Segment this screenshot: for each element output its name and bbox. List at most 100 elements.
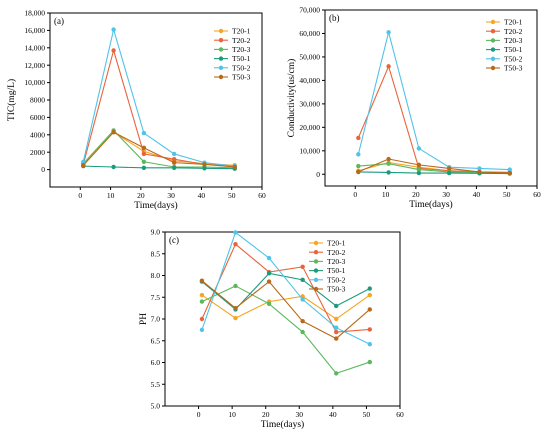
data-point (111, 48, 116, 53)
y-tick-label: 6000 (30, 113, 45, 122)
x-tick-label: 60 (396, 410, 404, 419)
data-point (233, 283, 238, 289)
data-point (233, 315, 238, 321)
legend-label: T50-3 (504, 64, 523, 73)
data-point (507, 167, 512, 172)
legend-marker (490, 29, 496, 34)
series-T50-3 (199, 278, 372, 341)
series-T20-1 (199, 292, 372, 322)
legend-label: T50-1 (232, 54, 251, 63)
series-line (357, 32, 510, 171)
series-line (358, 171, 510, 175)
series-T50-1 (199, 271, 372, 312)
y-tick-label: 14,000 (24, 43, 45, 52)
y-axis-label: Conductivity(us/cm) (286, 59, 297, 138)
data-point (416, 170, 422, 176)
data-point (300, 318, 305, 324)
series-line (82, 131, 235, 168)
y-tick-label: 8000 (30, 96, 45, 105)
data-point (356, 135, 361, 141)
data-point (356, 169, 361, 175)
series-T50-3 (81, 129, 237, 170)
series-line (82, 131, 235, 166)
x-tick-label: 60 (533, 190, 541, 199)
legend-marker (218, 28, 224, 34)
data-point (446, 166, 452, 171)
data-point (356, 163, 361, 169)
y-tick-label: 4000 (30, 130, 45, 139)
data-point (233, 230, 238, 235)
data-point (141, 145, 147, 151)
x-tick-label: 60 (258, 191, 266, 200)
data-point (334, 303, 339, 309)
panel-label: (b) (329, 13, 340, 23)
y-tick-label: 0 (41, 165, 45, 174)
data-point (111, 27, 116, 32)
data-point (202, 162, 207, 167)
x-tick-label: 10 (107, 191, 115, 200)
legend-label: T50-2 (232, 63, 251, 72)
y-tick-label: 16,000 (24, 26, 45, 35)
y-axis-label: PH (139, 313, 149, 325)
data-point (386, 30, 391, 35)
panel-label: (a) (54, 16, 64, 26)
series-line (201, 294, 371, 320)
data-point (367, 286, 372, 291)
series-line (201, 231, 371, 345)
legend-marker (313, 268, 319, 273)
y-tick-label: 6.5 (151, 336, 161, 345)
y-tick-label: 2000 (30, 148, 45, 157)
y-tick-label: 12,000 (24, 61, 45, 70)
x-tick-label: 30 (442, 190, 450, 199)
data-point (356, 152, 361, 157)
legend-label: T20-1 (232, 27, 251, 36)
series-T20-2 (199, 241, 372, 335)
y-tick-label: 6.0 (151, 358, 161, 367)
chart-panel-2: 0 10 20 30 40 50 60 0 10,000 20,000 30,000 40,000 50… (286, 6, 541, 210)
data-point (199, 278, 205, 283)
chart-panel-1: 0 10 20 30 40 50 60 0 2000 4000 6000 8000 10,000 12,0… (6, 9, 266, 211)
legend-marker (313, 277, 319, 282)
data-point (386, 64, 391, 69)
legend-marker (313, 240, 319, 246)
y-tick-label: 8.0 (151, 271, 161, 280)
legend-marker (313, 259, 319, 264)
y-tick-label: 8.5 (151, 249, 161, 258)
data-point (507, 170, 512, 176)
y-tick-label: 9.0 (151, 228, 161, 237)
series-T50-3 (356, 156, 512, 176)
series-T20-3 (199, 283, 372, 376)
legend-label: T20-3 (504, 36, 523, 45)
y-tick-label: 50,000 (299, 53, 320, 62)
y-tick-label: 70,000 (299, 6, 320, 15)
data-point (141, 159, 147, 164)
series-line (82, 129, 235, 169)
x-tick-label: 10 (382, 190, 390, 199)
data-point (446, 170, 452, 176)
data-point (367, 292, 372, 298)
x-tick-label: 30 (167, 191, 175, 200)
data-point (171, 151, 177, 157)
data-point (81, 163, 86, 168)
x-tick-label: 20 (137, 191, 145, 200)
legend-label: T50-2 (327, 275, 346, 284)
data-point (386, 161, 391, 166)
legend-marker (490, 38, 496, 43)
legend-label: T50-1 (327, 266, 346, 275)
data-point (334, 336, 339, 341)
data-point (171, 165, 177, 171)
data-point (367, 342, 372, 347)
data-point (477, 166, 482, 171)
legend-marker (313, 286, 319, 292)
y-tick-label: 7.0 (151, 315, 161, 324)
x-tick-label: 20 (412, 190, 420, 199)
data-point (367, 359, 372, 365)
y-tick-label: 30,000 (299, 99, 320, 108)
data-point (416, 146, 422, 151)
legend-label: T20-2 (504, 27, 523, 36)
series-line (201, 272, 371, 311)
data-point (233, 305, 238, 311)
x-tick-label: 40 (473, 190, 481, 199)
